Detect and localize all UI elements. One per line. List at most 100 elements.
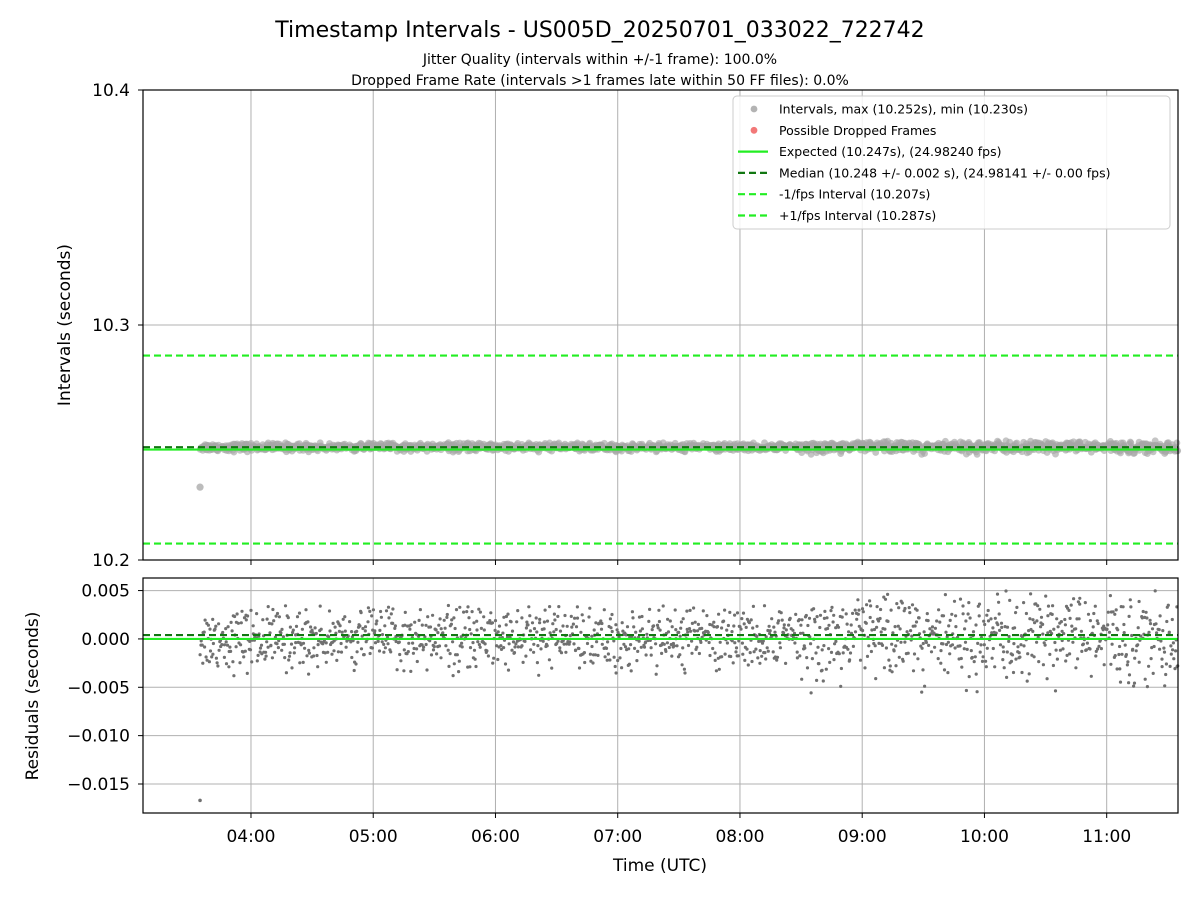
residual-point [312, 654, 316, 658]
residual-point [437, 644, 442, 648]
x-tick-label: 05:00 [349, 827, 398, 847]
residual-point [655, 664, 659, 668]
residual-point [556, 639, 560, 643]
legend-label: Intervals, max (10.252s), min (10.230s) [779, 102, 1028, 117]
residual-point [363, 625, 368, 629]
residual-point [328, 629, 332, 633]
residual-point [829, 650, 834, 655]
residual-point [226, 625, 230, 629]
residual-point [503, 662, 508, 666]
residual-point [680, 663, 684, 667]
residual-point [593, 653, 598, 657]
residual-point [1044, 594, 1048, 598]
residual-point [868, 615, 872, 620]
residual-point [969, 649, 973, 653]
residual-point [510, 648, 514, 652]
residual-point [678, 653, 682, 657]
residual-point [841, 608, 845, 612]
residual-point [871, 620, 875, 624]
residual-point [411, 641, 415, 645]
residual-point [714, 669, 719, 673]
residual-point [869, 604, 873, 608]
residual-point [389, 650, 393, 654]
residual-point [443, 626, 447, 630]
residual-point [556, 614, 560, 619]
residual-point [637, 615, 642, 619]
residual-point [883, 627, 887, 631]
residual-point [1096, 647, 1100, 651]
residual-point [1053, 640, 1057, 645]
residual-point [978, 650, 982, 654]
residual-point [942, 668, 947, 672]
residual-point [795, 656, 800, 660]
residual-point [559, 651, 564, 655]
residual-point [490, 621, 495, 625]
residual-point [890, 642, 894, 646]
residual-point [877, 619, 881, 623]
residual-point [863, 666, 867, 670]
residual-point [844, 612, 848, 616]
residual-point [1145, 616, 1149, 620]
residual-point [798, 631, 803, 636]
residual-point [958, 644, 962, 648]
residual-point [707, 640, 711, 645]
residual-point [1053, 689, 1058, 693]
residual-point [307, 651, 311, 655]
residual-point [793, 641, 797, 645]
residual-point [267, 621, 271, 626]
residual-point [268, 631, 272, 635]
residual-point [471, 641, 475, 645]
residual-point [391, 607, 395, 611]
residual-point [737, 639, 741, 643]
residual-point [492, 656, 496, 660]
residual-point [245, 671, 249, 676]
residual-point [1150, 627, 1155, 631]
residual-point [644, 653, 648, 657]
residual-point [997, 612, 1001, 616]
residual-point [413, 620, 417, 624]
residual-point [1123, 643, 1127, 647]
residual-point [754, 647, 758, 651]
residual-point [386, 605, 391, 609]
residual-point [977, 614, 981, 618]
residual-point [489, 611, 493, 615]
residual-point [681, 617, 685, 621]
legend-label: Possible Dropped Frames [779, 123, 936, 138]
residual-point [1079, 629, 1083, 633]
residual-point [1132, 681, 1137, 685]
residual-point [712, 620, 716, 624]
residual-point [457, 659, 461, 663]
residual-point [848, 651, 853, 655]
residual-point [1106, 610, 1110, 614]
residual-point [470, 610, 474, 614]
residual-point [973, 655, 977, 659]
residual-point [1048, 652, 1052, 657]
residual-point [557, 605, 561, 609]
residual-point [766, 649, 770, 653]
residual-point [897, 606, 901, 610]
residual-point [615, 628, 619, 632]
residual-point [782, 626, 786, 630]
residual-point [883, 597, 888, 601]
residual-point [633, 646, 637, 651]
residual-point [892, 649, 896, 653]
residual-point [389, 612, 393, 616]
residual-point [1109, 662, 1113, 666]
residual-point [890, 670, 894, 674]
residual-point [571, 622, 576, 626]
residual-point [1095, 619, 1099, 623]
intervals-y-ticks: 10.2 10.3 10.4 [92, 81, 143, 571]
residual-point [939, 661, 943, 665]
residual-point [538, 621, 542, 625]
residual-point [330, 652, 334, 656]
residual-point [1164, 672, 1168, 677]
residual-point [525, 620, 529, 624]
residual-point [250, 660, 254, 664]
residual-point [784, 661, 788, 666]
residual-point [283, 604, 288, 608]
legend-label: Expected (10.247s), (24.98240 fps) [779, 144, 1001, 159]
residual-point [482, 628, 486, 632]
residual-point [805, 656, 809, 660]
residual-point [359, 611, 363, 615]
residual-point [1089, 674, 1093, 678]
